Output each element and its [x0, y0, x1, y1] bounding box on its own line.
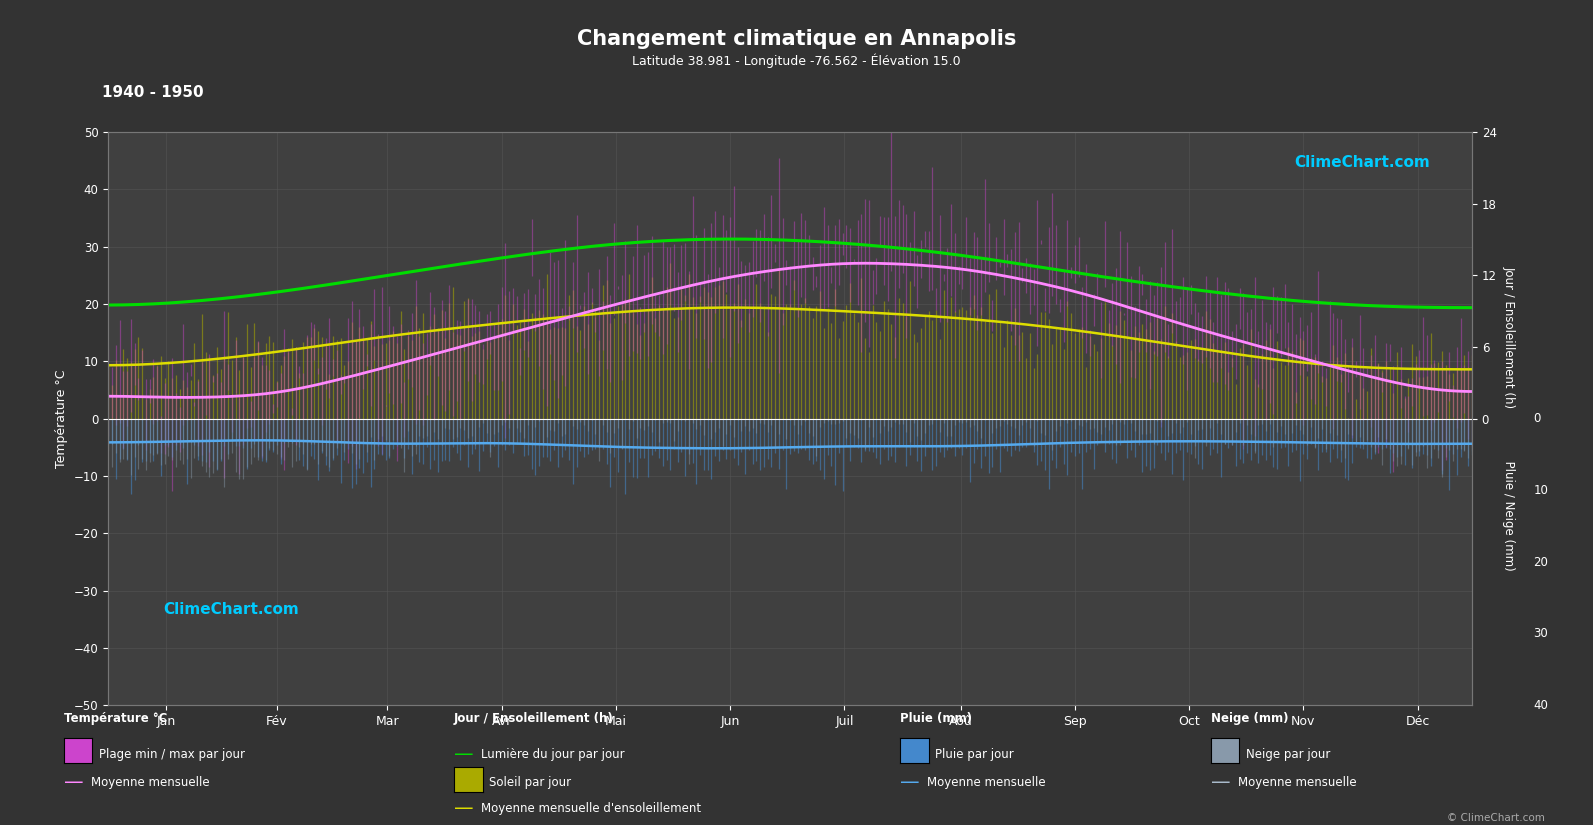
Text: 10: 10: [1534, 483, 1548, 497]
Text: 20: 20: [1534, 555, 1548, 568]
Text: —: —: [1211, 772, 1230, 792]
Text: Température °C: Température °C: [64, 712, 167, 725]
Y-axis label: Température °C: Température °C: [56, 370, 68, 468]
Text: Jour / Ensoleillement (h): Jour / Ensoleillement (h): [454, 712, 613, 725]
Text: Changement climatique en Annapolis: Changement climatique en Annapolis: [577, 29, 1016, 49]
Text: Moyenne mensuelle: Moyenne mensuelle: [927, 776, 1045, 789]
Text: 0: 0: [1534, 412, 1540, 425]
Text: —: —: [454, 799, 473, 818]
Text: Latitude 38.981 - Longitude -76.562 - Élévation 15.0: Latitude 38.981 - Longitude -76.562 - Él…: [632, 54, 961, 68]
Y-axis label: Jour / Ensoleillement (h)              Pluie / Neige (mm): Jour / Ensoleillement (h) Pluie / Neige …: [1504, 266, 1517, 571]
Text: —: —: [64, 772, 83, 792]
Text: 30: 30: [1534, 627, 1548, 640]
Text: ClimeChart.com: ClimeChart.com: [162, 602, 298, 617]
Text: Plage min / max par jour: Plage min / max par jour: [99, 747, 245, 761]
Text: —: —: [454, 744, 473, 764]
Text: Neige (mm): Neige (mm): [1211, 712, 1289, 725]
Text: © ClimeChart.com: © ClimeChart.com: [1448, 813, 1545, 823]
Text: Neige par jour: Neige par jour: [1246, 747, 1330, 761]
Text: Soleil par jour: Soleil par jour: [489, 776, 572, 789]
Text: Moyenne mensuelle: Moyenne mensuelle: [1238, 776, 1356, 789]
Text: ClimeChart.com: ClimeChart.com: [1295, 155, 1431, 170]
Text: Pluie par jour: Pluie par jour: [935, 747, 1013, 761]
Text: Moyenne mensuelle: Moyenne mensuelle: [91, 776, 209, 789]
Text: Moyenne mensuelle d'ensoleillement: Moyenne mensuelle d'ensoleillement: [481, 802, 701, 815]
Text: 1940 - 1950: 1940 - 1950: [102, 86, 204, 101]
Text: Lumière du jour par jour: Lumière du jour par jour: [481, 747, 624, 761]
Text: Pluie (mm): Pluie (mm): [900, 712, 972, 725]
Text: 40: 40: [1534, 699, 1548, 712]
Text: —: —: [900, 772, 919, 792]
